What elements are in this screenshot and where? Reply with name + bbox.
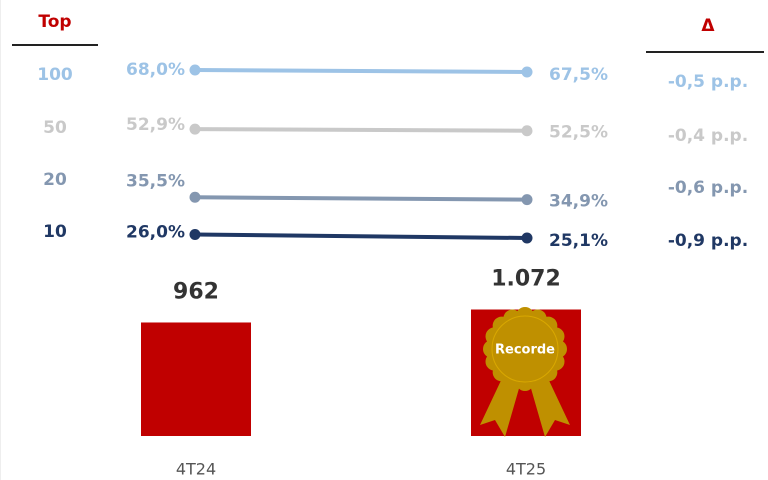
ribbon	[480, 372, 520, 437]
series-name: 10	[43, 222, 67, 242]
value-label: 25,1%	[549, 231, 608, 251]
point	[521, 194, 533, 206]
series-name: 50	[43, 118, 67, 138]
bar-value-label: 962	[173, 279, 219, 304]
group-title: Top	[38, 12, 71, 32]
point	[189, 228, 201, 240]
value-label: 68,0%	[126, 60, 185, 80]
annotation: Recorde	[495, 343, 555, 358]
series-name: 20	[43, 170, 67, 190]
series-line	[194, 232, 528, 241]
value-label: 35,5%	[126, 171, 185, 191]
delta-label: -0,9 p.p.	[668, 231, 748, 251]
series-line	[194, 127, 528, 133]
delta-label: -0,6 p.p.	[668, 178, 748, 198]
bar-value-label: 1.072	[491, 267, 561, 292]
series-name: 100	[37, 65, 73, 85]
value-label: 67,5%	[549, 65, 608, 85]
value-label: 52,5%	[549, 123, 608, 143]
series-line	[194, 195, 528, 202]
badge-circle	[491, 315, 559, 383]
series-line	[194, 68, 528, 74]
point	[521, 66, 533, 78]
delta-label: -0,5 p.p.	[668, 72, 748, 92]
record-badge: Recorde	[480, 307, 570, 437]
point	[189, 64, 201, 76]
value-label: 34,9%	[549, 192, 608, 212]
point	[521, 232, 533, 244]
bar	[141, 322, 251, 436]
point	[521, 125, 533, 137]
point	[189, 191, 201, 203]
value-label: 26,0%	[126, 222, 185, 242]
value-label: 52,9%	[126, 115, 185, 135]
delta-label: -0,4 p.p.	[668, 126, 748, 146]
point	[189, 123, 201, 135]
delta-title: Δ	[701, 16, 715, 36]
x-tick-label: 4T25	[506, 460, 546, 479]
plot: 100 68,0% 67,5% -0,5 p.p. 50 52,9% 52,5% -0,4 p…	[37, 60, 748, 478]
x-tick-label: 4T24	[176, 460, 216, 479]
ribbon	[530, 372, 570, 437]
